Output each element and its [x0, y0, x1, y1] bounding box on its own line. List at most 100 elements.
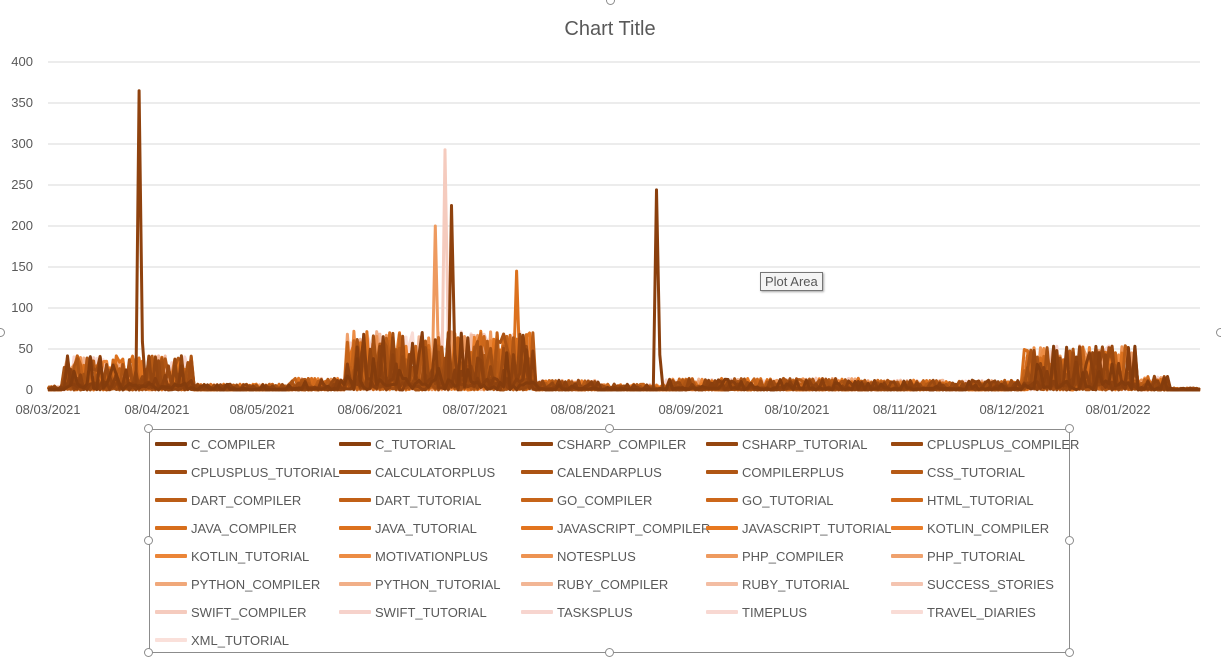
- x-tick-label: 08/04/2021: [124, 402, 189, 417]
- legend-resize-handle-tr[interactable]: [1065, 424, 1074, 433]
- legend-swatch: [706, 498, 738, 502]
- chart-resize-handle-top[interactable]: [606, 0, 615, 5]
- legend-item[interactable]: KOTLIN_COMPILER: [891, 519, 1049, 537]
- legend-item[interactable]: JAVASCRIPT_COMPILER: [521, 519, 710, 537]
- legend-swatch: [155, 526, 187, 530]
- legend-item[interactable]: PYTHON_COMPILER: [155, 575, 320, 593]
- legend-item[interactable]: RUBY_TUTORIAL: [706, 575, 849, 593]
- legend-swatch: [521, 554, 553, 558]
- legend-swatch: [521, 470, 553, 474]
- legend-label: GO_COMPILER: [557, 492, 653, 508]
- chart-resize-handle-right[interactable]: [1216, 328, 1221, 337]
- legend-label: KOTLIN_TUTORIAL: [191, 548, 310, 564]
- chart-legend[interactable]: C_COMPILER C_TUTORIAL CSHARP_COMPILER CSHAR…: [149, 429, 1079, 653]
- legend-label: CALENDARPLUS: [557, 464, 662, 480]
- legend-item[interactable]: CALCULATORPLUS: [339, 463, 495, 481]
- legend-swatch: [339, 442, 371, 446]
- legend-item[interactable]: SWIFT_COMPILER: [155, 603, 307, 621]
- y-tick-label: 300: [11, 136, 33, 151]
- legend-item[interactable]: DART_TUTORIAL: [339, 491, 481, 509]
- legend-item[interactable]: JAVASCRIPT_TUTORIAL: [706, 519, 892, 537]
- legend-label: PYTHON_TUTORIAL: [375, 576, 501, 592]
- y-tick-label: 350: [11, 95, 33, 110]
- legend-item[interactable]: C_TUTORIAL: [339, 435, 456, 453]
- legend-resize-handle-mr[interactable]: [1065, 536, 1074, 545]
- legend-item[interactable]: TASKSPLUS: [521, 603, 633, 621]
- legend-label: XML_TUTORIAL: [191, 632, 290, 648]
- chart-title[interactable]: Chart Title: [564, 18, 655, 40]
- legend-item[interactable]: TRAVEL_DIARIES: [891, 603, 1036, 621]
- legend-item[interactable]: COMPILERPLUS: [706, 463, 844, 481]
- legend-item[interactable]: SUCCESS_STORIES: [891, 575, 1054, 593]
- legend-item[interactable]: PYTHON_TUTORIAL: [339, 575, 500, 593]
- legend-item[interactable]: XML_TUTORIAL: [155, 631, 289, 649]
- legend-swatch: [521, 498, 553, 502]
- legend-item[interactable]: C_COMPILER: [155, 435, 276, 453]
- legend-label: SUCCESS_STORIES: [927, 576, 1054, 592]
- legend-item[interactable]: TIMEPLUS: [706, 603, 807, 621]
- legend-item[interactable]: HTML_TUTORIAL: [891, 491, 1034, 509]
- legend-swatch: [706, 582, 738, 586]
- y-tick-label: 200: [11, 218, 33, 233]
- legend-item[interactable]: CSHARP_COMPILER: [521, 435, 686, 453]
- legend-item[interactable]: GO_COMPILER: [521, 491, 652, 509]
- legend-swatch: [706, 526, 738, 530]
- legend-swatch: [706, 554, 738, 558]
- legend-item[interactable]: CPLUSPLUS_TUTORIAL: [155, 463, 340, 481]
- legend-swatch: [155, 498, 187, 502]
- legend-swatch: [891, 582, 923, 586]
- legend-item[interactable]: KOTLIN_TUTORIAL: [155, 547, 309, 565]
- legend-label: JAVASCRIPT_TUTORIAL: [742, 520, 892, 536]
- legend-item[interactable]: NOTESPLUS: [521, 547, 636, 565]
- legend-label: COMPILERPLUS: [742, 464, 844, 480]
- series-line-c-compiler[interactable]: [47, 331, 1200, 392]
- legend-item[interactable]: GO_TUTORIAL: [706, 491, 834, 509]
- legend-item[interactable]: CPLUSPLUS_COMPILER: [891, 435, 1079, 453]
- legend-resize-handle-ml[interactable]: [144, 536, 153, 545]
- legend-item[interactable]: PHP_COMPILER: [706, 547, 844, 565]
- series-line-csharp-compiler[interactable]: [47, 89, 1201, 392]
- x-tick-label: 08/05/2021: [229, 402, 294, 417]
- legend-label: TIMEPLUS: [742, 604, 808, 620]
- legend-swatch: [891, 526, 923, 530]
- legend-resize-handle-bm[interactable]: [605, 648, 614, 657]
- legend-swatch: [891, 610, 923, 614]
- legend-item[interactable]: CSHARP_TUTORIAL: [706, 435, 867, 453]
- legend-item[interactable]: CALENDARPLUS: [521, 463, 662, 481]
- legend-swatch: [339, 554, 371, 558]
- legend-item[interactable]: RUBY_COMPILER: [521, 575, 668, 593]
- legend-swatch: [339, 610, 371, 614]
- legend-item[interactable]: JAVA_COMPILER: [155, 519, 297, 537]
- legend-label: JAVA_TUTORIAL: [375, 520, 477, 536]
- x-tick-label: 08/01/2022: [1085, 402, 1150, 417]
- legend-label: CPLUSPLUS_TUTORIAL: [191, 464, 340, 480]
- legend-label: PYTHON_COMPILER: [191, 576, 321, 592]
- legend-label: SWIFT_TUTORIAL: [375, 604, 487, 620]
- legend-label: RUBY_COMPILER: [557, 576, 669, 592]
- legend-resize-handle-tl[interactable]: [144, 424, 153, 433]
- legend-swatch: [891, 498, 923, 502]
- x-tick-label: 08/11/2021: [873, 402, 937, 417]
- chart-resize-handle-left[interactable]: [0, 328, 5, 337]
- legend-item[interactable]: PHP_TUTORIAL: [891, 547, 1025, 565]
- legend-resize-handle-br[interactable]: [1065, 648, 1074, 657]
- legend-resize-handle-bl[interactable]: [144, 648, 153, 657]
- legend-swatch: [521, 442, 553, 446]
- legend-swatch: [155, 442, 187, 446]
- legend-resize-handle-tm[interactable]: [605, 424, 614, 433]
- x-tick-label: 08/07/2021: [442, 402, 507, 417]
- legend-label: MOTIVATIONPLUS: [375, 548, 488, 564]
- legend-label: C_COMPILER: [191, 436, 276, 452]
- legend-item[interactable]: MOTIVATIONPLUS: [339, 547, 488, 565]
- legend-item[interactable]: JAVA_TUTORIAL: [339, 519, 477, 537]
- legend-item[interactable]: DART_COMPILER: [155, 491, 301, 509]
- legend-label: DART_COMPILER: [191, 492, 302, 508]
- legend-swatch: [891, 442, 923, 446]
- legend-label: KOTLIN_COMPILER: [927, 520, 1050, 536]
- x-tick-label: 08/08/2021: [550, 402, 615, 417]
- legend-item[interactable]: CSS_TUTORIAL: [891, 463, 1025, 481]
- x-tick-label: 08/03/2021: [15, 402, 80, 417]
- legend-item[interactable]: SWIFT_TUTORIAL: [339, 603, 487, 621]
- legend-swatch: [339, 526, 371, 530]
